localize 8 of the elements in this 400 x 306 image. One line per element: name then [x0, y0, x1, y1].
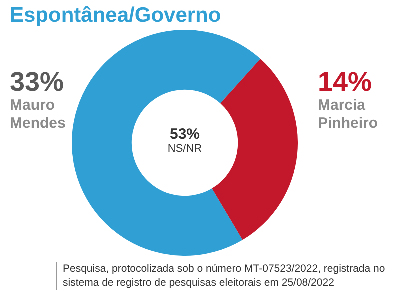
slice-label: Marcia Pinheiro [318, 97, 380, 133]
data-label: 14% [318, 67, 374, 97]
data-label: 33% [10, 67, 66, 97]
chart-title: Espontânea/Governo [10, 4, 222, 28]
text: Pesquisa, protocolizada sob o número MT-07523/2022, registrada no sistema de registro de pesquisas eleitorais em 25/08/2022 [56, 262, 400, 290]
slice-label: Mauro Mendes [10, 97, 67, 133]
text: 53% [168, 126, 202, 143]
text: NS/NR [166, 143, 204, 155]
